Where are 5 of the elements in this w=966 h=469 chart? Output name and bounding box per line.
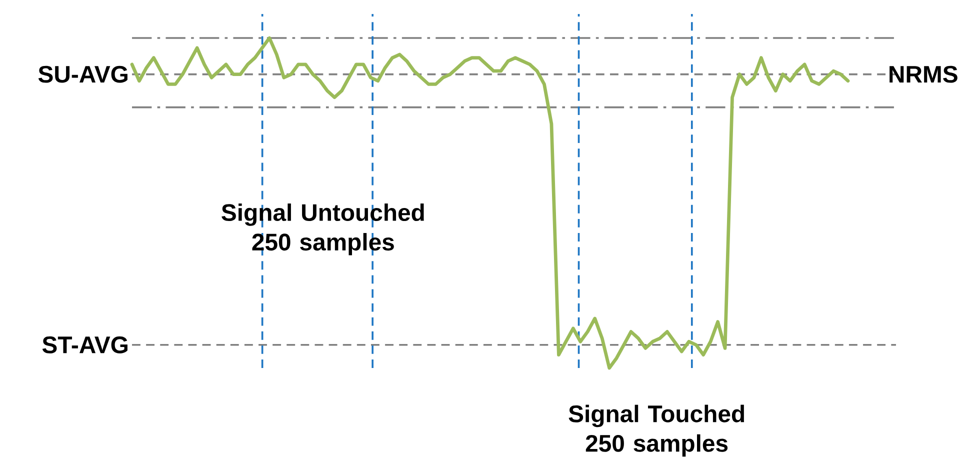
text: NRMS — [890, 66, 958, 83]
ref-line-label: SU-AVG — [38, 66, 128, 83]
text: Signal Touched 250 samples — [568, 404, 744, 457]
ref-line-label: ST-AVG — [42, 336, 128, 354]
annotation: Signal Untouched 250 samples — [222, 204, 424, 256]
